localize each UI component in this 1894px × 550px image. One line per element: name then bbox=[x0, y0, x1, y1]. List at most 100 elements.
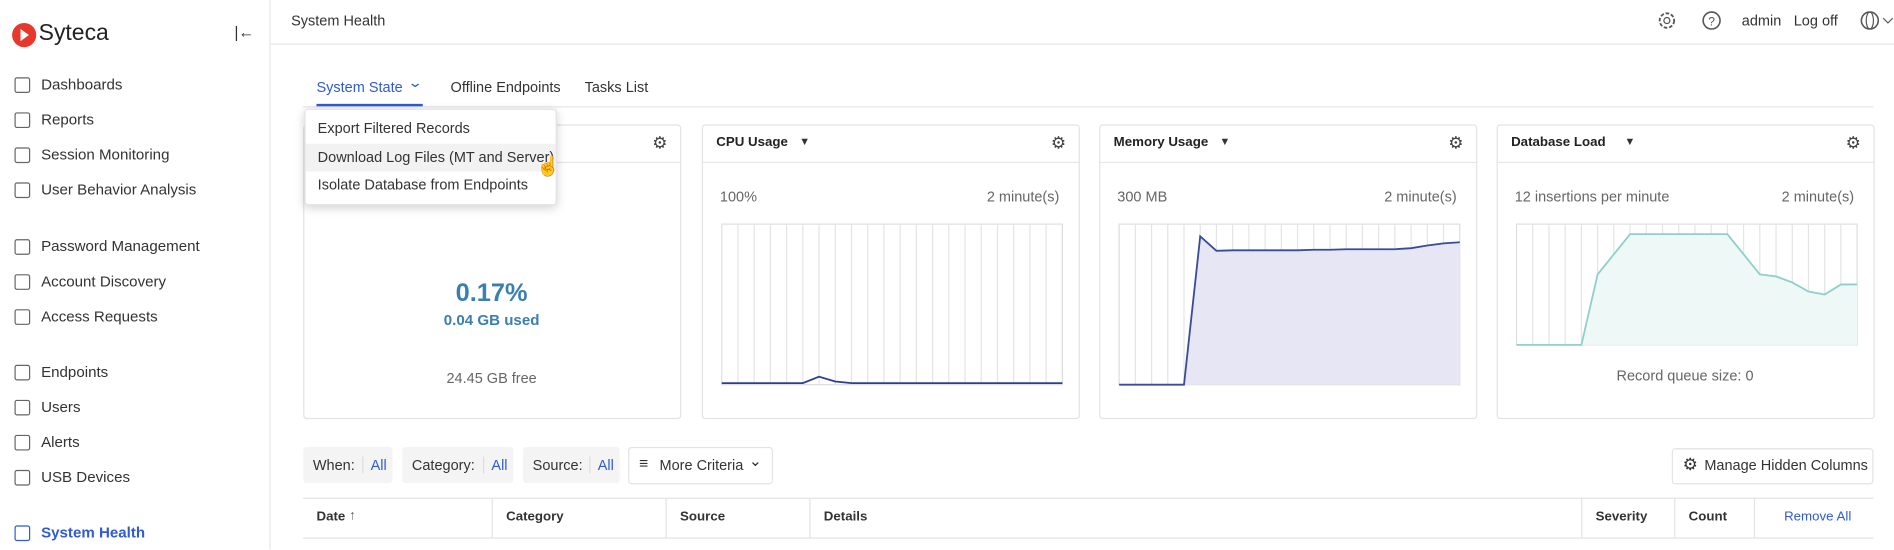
widget-settings[interactable]: ⚙ bbox=[1845, 132, 1861, 153]
widget-header-line bbox=[1496, 161, 1875, 164]
max-label: 12 insertions per minute bbox=[1514, 188, 1670, 206]
nav-item[interactable]: System Health bbox=[41, 524, 146, 542]
logo bbox=[12, 22, 37, 48]
line bbox=[1119, 234, 1460, 386]
nav-icon bbox=[14, 239, 31, 255]
column-header[interactable]: Source bbox=[680, 509, 726, 525]
more-criteria-btn[interactable] bbox=[628, 446, 774, 485]
nav-icon bbox=[14, 147, 31, 164]
more-criteria[interactable]: More Criteria bbox=[659, 456, 744, 474]
filter-value[interactable]: All bbox=[362, 456, 387, 474]
line bbox=[721, 375, 1063, 385]
line bbox=[1516, 233, 1858, 346]
tab[interactable]: Tasks List bbox=[584, 78, 649, 96]
column-separator bbox=[809, 498, 811, 538]
tab[interactable]: System State bbox=[316, 78, 403, 96]
remove-all[interactable]: Remove All bbox=[1784, 509, 1852, 525]
disk-used: 0.04 GB used bbox=[443, 311, 540, 329]
nav-item[interactable]: Access Requests bbox=[41, 308, 158, 325]
sidebar bbox=[0, 0, 271, 550]
menu-item[interactable]: Export Filtered Records bbox=[317, 119, 470, 137]
chevron: ⌄ bbox=[748, 451, 763, 470]
filter-value[interactable]: All bbox=[482, 456, 508, 474]
menu-item[interactable]: Isolate Database from Endpoints bbox=[317, 176, 528, 194]
period-label: 2 minute(s) bbox=[1781, 188, 1855, 206]
svg-text:?: ? bbox=[1708, 14, 1715, 28]
dropdown-caret: ▼ bbox=[799, 135, 811, 148]
sparkline bbox=[1515, 223, 1858, 346]
filter-label: Source: bbox=[532, 456, 583, 474]
manage-btn[interactable] bbox=[1671, 448, 1874, 485]
nav-icon bbox=[14, 77, 31, 94]
widget-settings[interactable]: ⚙ bbox=[1050, 132, 1067, 153]
nav-item[interactable]: Endpoints bbox=[41, 363, 109, 381]
menu-item[interactable]: Download Log Files (MT and Server) bbox=[317, 148, 555, 166]
nav-icon bbox=[14, 469, 31, 486]
widget-settings[interactable]: ⚙ bbox=[1448, 132, 1464, 153]
widget-title[interactable]: CPU Usage bbox=[716, 135, 788, 150]
tab-chevron: ⌄ bbox=[407, 76, 423, 91]
widget-title[interactable]: Memory Usage bbox=[1113, 135, 1209, 150]
nav-icon bbox=[14, 309, 31, 325]
nav-item[interactable]: Users bbox=[41, 398, 81, 416]
nav-icon bbox=[14, 112, 31, 129]
tab[interactable]: Offline Endpoints bbox=[450, 78, 561, 96]
max-label: 100% bbox=[719, 188, 757, 206]
plot-frame bbox=[721, 223, 1063, 386]
column-header[interactable]: Date bbox=[316, 509, 346, 525]
filter-box bbox=[303, 446, 393, 484]
widget-footer: Record queue size: 0 bbox=[1616, 367, 1754, 385]
nav-item[interactable]: USB Devices bbox=[41, 468, 131, 486]
widget-title[interactable]: Database Load bbox=[1511, 135, 1606, 150]
table-header bbox=[303, 497, 1874, 539]
nav-icon bbox=[14, 364, 31, 381]
manage-columns[interactable]: Manage Hidden Columns bbox=[1704, 456, 1868, 474]
nav-item[interactable]: Dashboards bbox=[41, 76, 123, 94]
menu-hover bbox=[305, 143, 556, 172]
sparkline bbox=[1118, 223, 1461, 386]
disk-percent: 0.17% bbox=[455, 279, 528, 307]
brand: Syteca bbox=[38, 20, 109, 46]
period-label: 2 minute(s) bbox=[986, 188, 1060, 206]
column-header[interactable]: Count bbox=[1688, 509, 1728, 525]
filter-label: When: bbox=[312, 456, 355, 474]
nav-item[interactable]: Reports bbox=[41, 111, 94, 129]
widget-header-line bbox=[1099, 161, 1478, 164]
settings-icon[interactable] bbox=[1657, 11, 1676, 30]
period-label: 2 minute(s) bbox=[1384, 188, 1457, 206]
column-separator bbox=[1753, 498, 1756, 538]
nav-item[interactable]: Alerts bbox=[41, 433, 80, 451]
nav-item[interactable]: User Behavior Analysis bbox=[41, 181, 197, 199]
area bbox=[1119, 236, 1460, 385]
filter-value[interactable]: All bbox=[589, 456, 614, 474]
help-icon[interactable]: ? bbox=[1702, 11, 1721, 30]
page-title: System Health bbox=[291, 12, 386, 29]
sort-arrow: ↑ bbox=[349, 508, 356, 524]
nav-icon bbox=[14, 434, 31, 451]
column-header[interactable]: Severity bbox=[1595, 509, 1648, 525]
language-icon[interactable] bbox=[1860, 11, 1894, 30]
filter-icon: ≡ bbox=[638, 454, 649, 473]
log-off[interactable]: Log off bbox=[1793, 12, 1838, 29]
column-header[interactable]: Category bbox=[506, 509, 564, 525]
nav-item[interactable]: Password Management bbox=[41, 237, 200, 255]
column-separator bbox=[491, 498, 493, 538]
nav-icon bbox=[14, 399, 31, 416]
widget-settings[interactable]: ⚙ bbox=[652, 132, 668, 153]
user-name[interactable]: admin bbox=[1741, 12, 1782, 29]
nav-item[interactable]: Session Monitoring bbox=[41, 146, 170, 164]
tab-active-underline bbox=[316, 103, 423, 107]
filter-box bbox=[523, 446, 620, 484]
disk-free: 24.45 GB free bbox=[446, 369, 537, 387]
column-separator bbox=[665, 498, 667, 538]
nav-icon bbox=[14, 525, 31, 542]
widget bbox=[701, 124, 1080, 420]
nav-icon bbox=[14, 182, 31, 199]
column-separator bbox=[1581, 498, 1583, 538]
nav-item[interactable]: Account Discovery bbox=[41, 272, 167, 290]
column-header[interactable]: Details bbox=[823, 509, 868, 525]
nav-icon bbox=[14, 274, 31, 290]
collapse-button[interactable]: |← bbox=[234, 22, 255, 42]
dropdown-caret: ▼ bbox=[1219, 135, 1231, 148]
